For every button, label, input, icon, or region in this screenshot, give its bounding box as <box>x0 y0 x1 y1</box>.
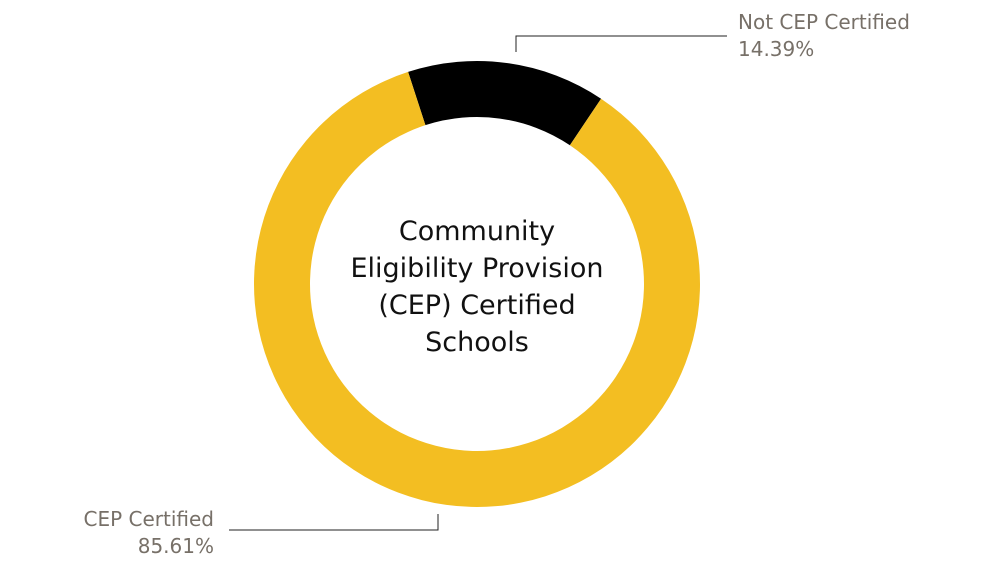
slice-label-cep: CEP Certified <box>83 507 214 531</box>
center-label-line-2: Eligibility Provision <box>350 253 603 284</box>
callout-not-cep: Not CEP Certified 14.39% <box>515 10 910 61</box>
slice-value-cep: 85.61% <box>138 534 214 558</box>
callout-cep: CEP Certified 85.61% <box>83 507 439 558</box>
center-label-line-1: Community <box>399 216 555 247</box>
slice-label-not-cep: Not CEP Certified <box>738 10 910 34</box>
leader-line-cep <box>229 514 439 531</box>
center-label-line-3: (CEP) Certified <box>378 290 575 321</box>
donut-slice-not-cep-certified <box>408 61 602 146</box>
center-label-line-4: Schools <box>425 327 529 358</box>
leader-line-not-cep <box>515 35 727 52</box>
center-label: Community Eligibility Provision (CEP) Ce… <box>350 216 603 358</box>
donut-slices <box>253 61 700 507</box>
slice-value-not-cep: 14.39% <box>738 37 814 61</box>
